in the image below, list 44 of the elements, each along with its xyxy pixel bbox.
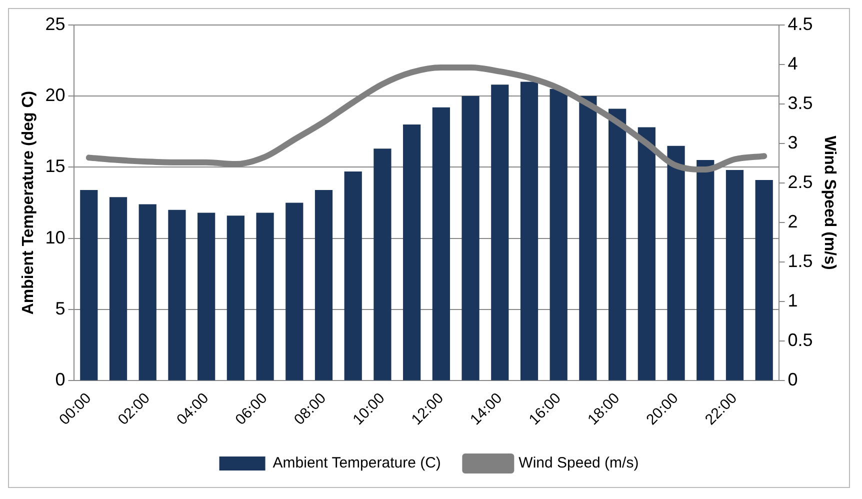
- bar: [491, 84, 509, 380]
- y-tick-label: 15: [45, 156, 66, 176]
- bar: [579, 96, 597, 380]
- y2-axis-title: Wind Speed (m/s): [820, 136, 838, 270]
- y2-tick-label: 4: [788, 53, 798, 74]
- y-tick-label: 0: [55, 370, 66, 390]
- bar: [374, 148, 392, 380]
- bar: [80, 190, 98, 380]
- bar: [696, 160, 714, 380]
- bar: [608, 108, 626, 380]
- y-tick-label: 5: [55, 298, 66, 319]
- y2-tick-label: 3: [788, 132, 798, 152]
- y2-tick-label: 0.5: [788, 330, 813, 350]
- bar: [198, 212, 216, 380]
- y2-tick-label: 2: [788, 212, 798, 232]
- bar: [726, 170, 744, 380]
- bar: [550, 88, 568, 380]
- bar: [403, 124, 421, 380]
- y2-tick-label: 1: [788, 290, 798, 311]
- bar: [432, 107, 450, 380]
- y2-tick-label: 4.5: [788, 14, 813, 34]
- bar: [256, 212, 274, 380]
- bar: [168, 210, 186, 380]
- y2-tick-label: 2.5: [788, 172, 813, 192]
- bar: [755, 180, 773, 380]
- bar: [462, 96, 480, 380]
- bar: [138, 204, 156, 380]
- bar: [314, 190, 333, 380]
- bar: [286, 202, 304, 380]
- y2-tick-label: 0: [788, 370, 798, 390]
- y-tick-label: 20: [45, 84, 66, 105]
- bar: [226, 216, 244, 380]
- legend-label: Wind Speed (m/s): [518, 454, 639, 472]
- bar: [344, 171, 362, 380]
- bar: [520, 82, 538, 380]
- y-axis-title: Ambient Temperature (deg C): [20, 90, 38, 315]
- bar: [638, 127, 656, 380]
- y-tick-label: 25: [45, 14, 66, 34]
- bar: [109, 197, 128, 380]
- legend-label: Ambient Temperature (C): [272, 454, 441, 472]
- y2-tick-label: 3.5: [788, 92, 813, 113]
- y-tick-label: 10: [45, 227, 66, 248]
- bar: [667, 146, 685, 380]
- y2-tick-label: 1.5: [788, 251, 813, 272]
